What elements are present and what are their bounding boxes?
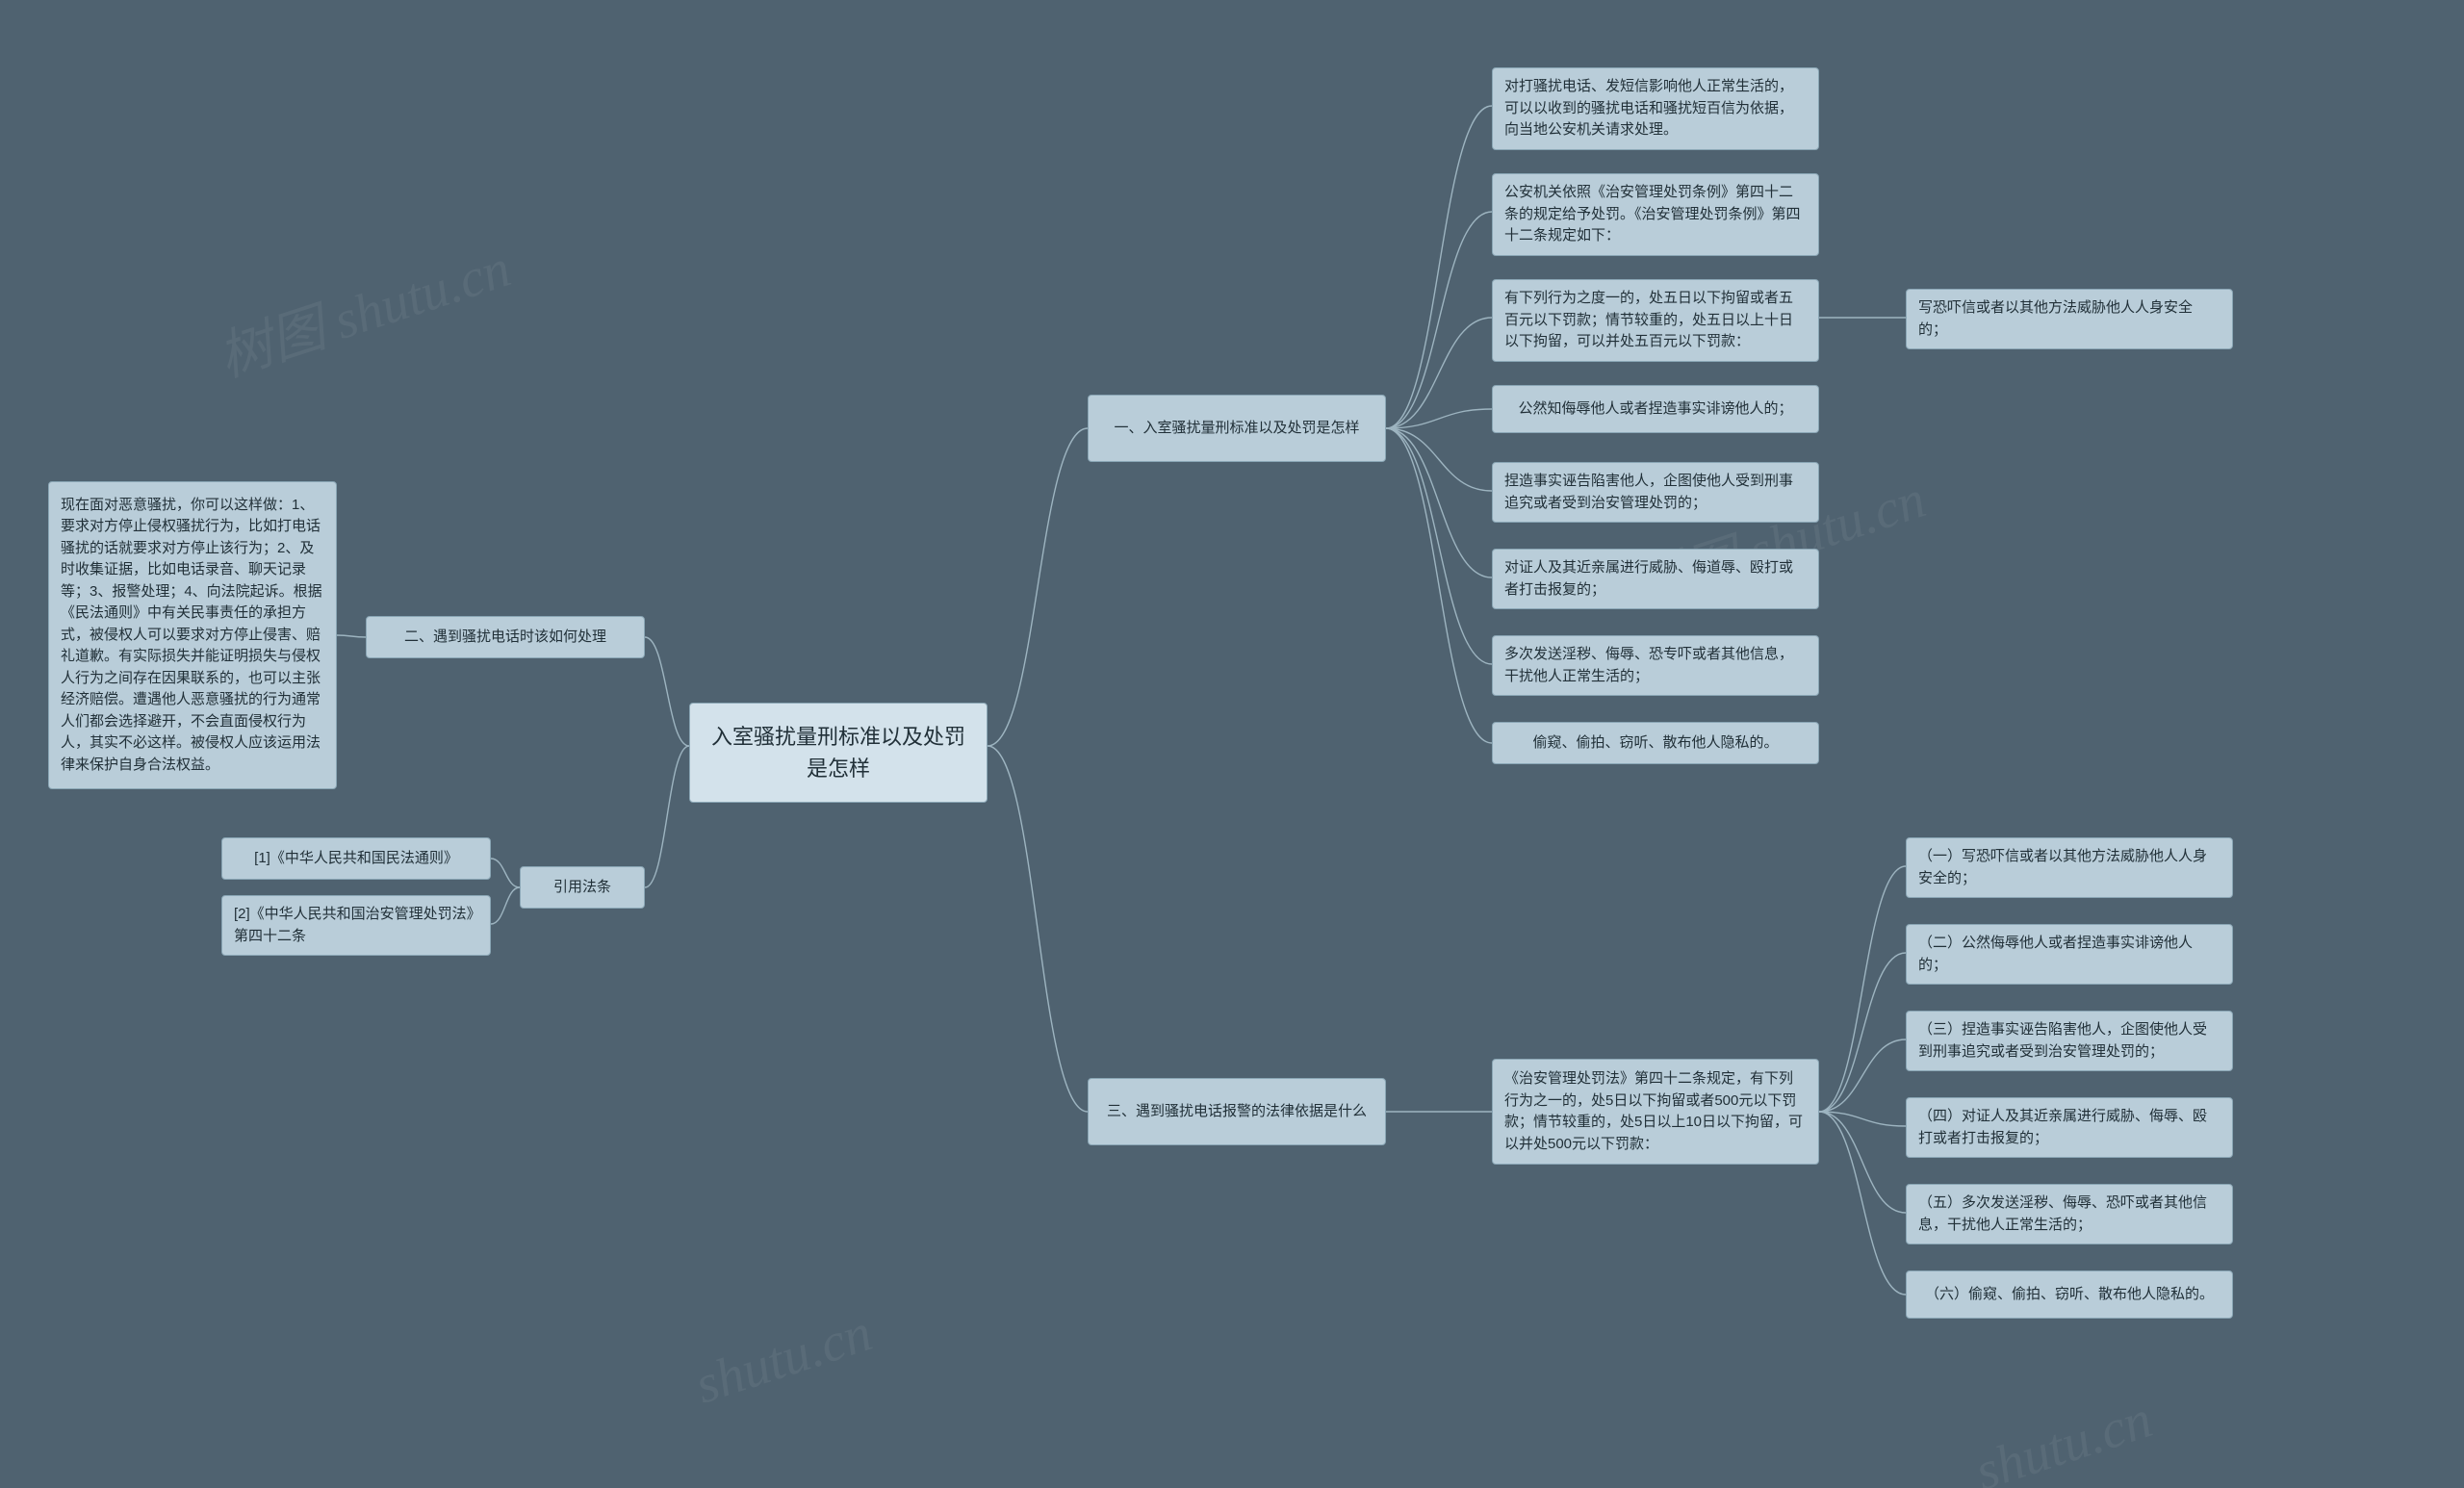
- node-b3_4: （四）对证人及其近亲属进行威胁、侮辱、殴打或者打击报复的；: [1906, 1097, 2233, 1158]
- connector: [1386, 428, 1492, 664]
- node-b1: 一、入室骚扰量刑标准以及处罚是怎样: [1088, 395, 1386, 462]
- connector: [491, 859, 520, 887]
- connector: [491, 887, 520, 924]
- connector: [645, 637, 689, 746]
- connector: [1819, 1112, 1906, 1295]
- node-b1_2: 公安机关依照《治安管理处罚条例》第四十二条的规定给予处罚。《治安管理处罚条例》第…: [1492, 173, 1819, 256]
- connector: [645, 746, 689, 887]
- connector: [1386, 428, 1492, 743]
- node-b4_1: [1]《中华人民共和国民法通则》: [221, 837, 491, 880]
- node-b3_2: （二）公然侮辱他人或者捏造事实诽谤他人的；: [1906, 924, 2233, 985]
- node-b1_1: 对打骚扰电话、发短信影响他人正常生活的，可以以收到的骚扰电话和骚扰短百信为依据，…: [1492, 67, 1819, 150]
- node-b3_6: （六）偷窥、偷拍、窃听、散布他人隐私的。: [1906, 1270, 2233, 1319]
- connector: [1386, 318, 1492, 428]
- node-b1_3: 有下列行为之度一的，处五日以下拘留或者五百元以下罚款；情节较重的，处五日以上十日…: [1492, 279, 1819, 362]
- connector: [988, 428, 1088, 746]
- watermark: shutu.cn: [1968, 1388, 2160, 1488]
- node-b3: 三、遇到骚扰电话报警的法律依据是什么: [1088, 1078, 1386, 1145]
- node-b1_8: 偷窥、偷拍、窃听、散布他人隐私的。: [1492, 722, 1819, 764]
- node-b3_0: 《治安管理处罚法》第四十二条规定，有下列行为之一的，处5日以下拘留或者500元以…: [1492, 1059, 1819, 1165]
- connector: [1819, 1112, 1906, 1213]
- connector: [337, 635, 366, 637]
- connector: [988, 746, 1088, 1112]
- node-b1_6: 对证人及其近亲属进行威胁、侮道辱、殴打或者打击报复的；: [1492, 549, 1819, 609]
- connectors: [0, 0, 2464, 1488]
- connector: [1819, 1112, 1906, 1126]
- node-b3_1: （一）写恐吓信或者以其他方法威胁他人人身安全的；: [1906, 837, 2233, 898]
- connector: [1386, 106, 1492, 428]
- connector: [1819, 1039, 1906, 1112]
- node-b2_1: 现在面对恶意骚扰，你可以这样做：1、要求对方停止侵权骚扰行为，比如打电话骚扰的话…: [48, 481, 337, 789]
- node-b1_7: 多次发送淫秽、侮辱、恐专吓或者其他信息，干扰他人正常生活的；: [1492, 635, 1819, 696]
- node-b4: 引用法条: [520, 866, 645, 909]
- connector: [1386, 428, 1492, 491]
- connector: [1386, 428, 1492, 577]
- node-b1_5: 捏造事实诬告陷害他人，企图使他人受到刑事追究或者受到治安管理处罚的；: [1492, 462, 1819, 523]
- node-b4_2: [2]《中华人民共和国治安管理处罚法》第四十二条: [221, 895, 491, 956]
- connector: [1386, 409, 1492, 428]
- connector: [1819, 866, 1906, 1112]
- node-b1_3_1: 写恐吓信或者以其他方法威胁他人人身安全的；: [1906, 289, 2233, 349]
- watermark: 树图 shutu.cn: [207, 224, 519, 392]
- node-b2: 二、遇到骚扰电话时该如何处理: [366, 616, 645, 658]
- connector: [1819, 953, 1906, 1112]
- connector: [1386, 212, 1492, 428]
- node-b3_5: （五）多次发送淫秽、侮辱、恐吓或者其他信息，干扰他人正常生活的；: [1906, 1184, 2233, 1244]
- watermark: shutu.cn: [688, 1301, 880, 1416]
- mindmap-canvas: 树图 shutu.cnshutu.cn树图 shutu.cnshutu.cn入室…: [0, 0, 2464, 1488]
- node-b3_3: （三）捏造事实诬告陷害他人，企图使他人受到刑事追究或者受到治安管理处罚的；: [1906, 1011, 2233, 1071]
- node-b1_4: 公然知侮辱他人或者捏造事实诽谤他人的；: [1492, 385, 1819, 433]
- root-node: 入室骚扰量刑标准以及处罚是怎样: [689, 703, 988, 803]
